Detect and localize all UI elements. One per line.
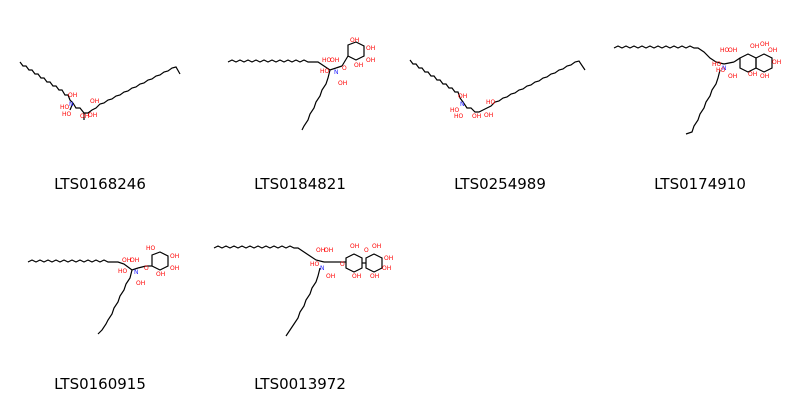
molecule-structure: OH OH HO N OH O OH O OH OH OH OH OH [213, 243, 393, 337]
svg-text:OH: OH [768, 47, 777, 54]
svg-text:HO: HO [62, 111, 72, 118]
svg-text:OH: OH [326, 273, 335, 280]
svg-text:OH: OH [130, 257, 139, 264]
svg-text:OH: OH [458, 93, 467, 100]
svg-text:O: O [364, 247, 369, 254]
svg-text:OH: OH [382, 265, 391, 272]
molecule-structure: OH N HO HO OH OH HO [409, 59, 586, 120]
molecule-cell: OH OH HO N OH O HO OH OH OH LTS0160915 [0, 200, 200, 400]
svg-text:OH: OH [122, 257, 131, 264]
molecule-structure: HO OH HO N OH O OH OH OH OH [227, 37, 375, 131]
svg-text:OH: OH [366, 45, 375, 52]
svg-text:OH: OH [170, 265, 179, 272]
svg-text:HO: HO [320, 68, 330, 75]
svg-text:N: N [134, 269, 139, 276]
svg-text:OH: OH [750, 43, 759, 50]
svg-text:OH: OH [324, 247, 333, 254]
svg-text:HO: HO [118, 268, 128, 275]
molecule-structure: OH OH HO N OH O HO OH OH OH [27, 245, 179, 335]
svg-text:OH: OH [316, 247, 325, 254]
svg-text:OH: OH [68, 92, 77, 99]
svg-text:N: N [460, 101, 465, 108]
svg-text:O: O [144, 265, 149, 272]
svg-text:N: N [722, 65, 727, 72]
molecule-cell: HO OH HO N OH HO OH OH OH OH OH OH LTS01… [600, 0, 800, 200]
svg-text:OH: OH [370, 273, 379, 280]
svg-text:OH: OH [136, 280, 145, 287]
molecule-id: LTS0168246 [54, 175, 146, 193]
svg-text:OH: OH [90, 98, 99, 105]
svg-text:OH: OH [728, 73, 737, 80]
svg-text:OH: OH [760, 73, 769, 80]
svg-text:HO: HO [60, 104, 70, 111]
svg-text:OH: OH [748, 71, 757, 78]
molecule-cell: OH N HO HO OH OH HO LTS0254989 [400, 0, 600, 200]
molecule-id: LTS0184821 [254, 175, 346, 193]
svg-text:OH: OH [350, 37, 359, 44]
svg-text:OH: OH [88, 112, 97, 119]
svg-text:OH: OH [352, 273, 361, 280]
svg-text:HO: HO [450, 107, 460, 114]
svg-text:OH: OH [156, 271, 165, 278]
molecule-structure: OH N HO HO OH OH OH [19, 61, 181, 120]
svg-text:OH: OH [170, 253, 179, 260]
svg-text:N: N [334, 69, 339, 76]
svg-text:O: O [342, 65, 347, 72]
svg-text:HO: HO [486, 99, 496, 106]
molecule-id: LTS0160915 [54, 375, 146, 393]
molecule-id: LTS0013972 [254, 375, 346, 393]
molecule-cell: OH N HO HO OH OH OH LTS0168246 [0, 0, 200, 200]
molecule-id: LTS0254989 [454, 175, 546, 193]
svg-text:OH: OH [338, 80, 347, 87]
svg-text:OH: OH [384, 255, 393, 262]
svg-text:N: N [320, 265, 325, 272]
svg-text:OH: OH [472, 113, 481, 120]
svg-text:HO: HO [454, 113, 464, 120]
svg-text:OH: OH [728, 47, 737, 54]
svg-text:OH: OH [366, 57, 375, 64]
svg-text:OH: OH [484, 112, 493, 119]
molecule-structure: HO OH HO N OH HO OH OH OH OH OH OH [613, 41, 781, 135]
svg-text:O: O [340, 261, 345, 268]
svg-text:OH: OH [772, 59, 781, 66]
svg-text:OH: OH [760, 41, 769, 48]
svg-text:N: N [69, 101, 74, 108]
molecule-id: LTS0174910 [654, 175, 746, 193]
svg-text:OH: OH [354, 62, 363, 69]
svg-text:OH: OH [80, 113, 89, 120]
svg-text:HO: HO [146, 245, 156, 252]
svg-text:HO: HO [716, 67, 726, 74]
svg-text:OH: OH [350, 243, 359, 250]
svg-text:HO: HO [712, 61, 722, 68]
svg-text:HO: HO [322, 57, 332, 64]
svg-text:HO: HO [310, 261, 320, 268]
svg-text:OH: OH [372, 243, 381, 250]
svg-text:OH: OH [330, 57, 339, 64]
molecule-cell: HO OH HO N OH O OH OH OH OH LTS0184821 [200, 0, 400, 200]
svg-text:HO: HO [720, 47, 730, 54]
molecule-cell: OH OH HO N OH O OH O OH OH OH OH OH LTS0… [200, 200, 400, 400]
